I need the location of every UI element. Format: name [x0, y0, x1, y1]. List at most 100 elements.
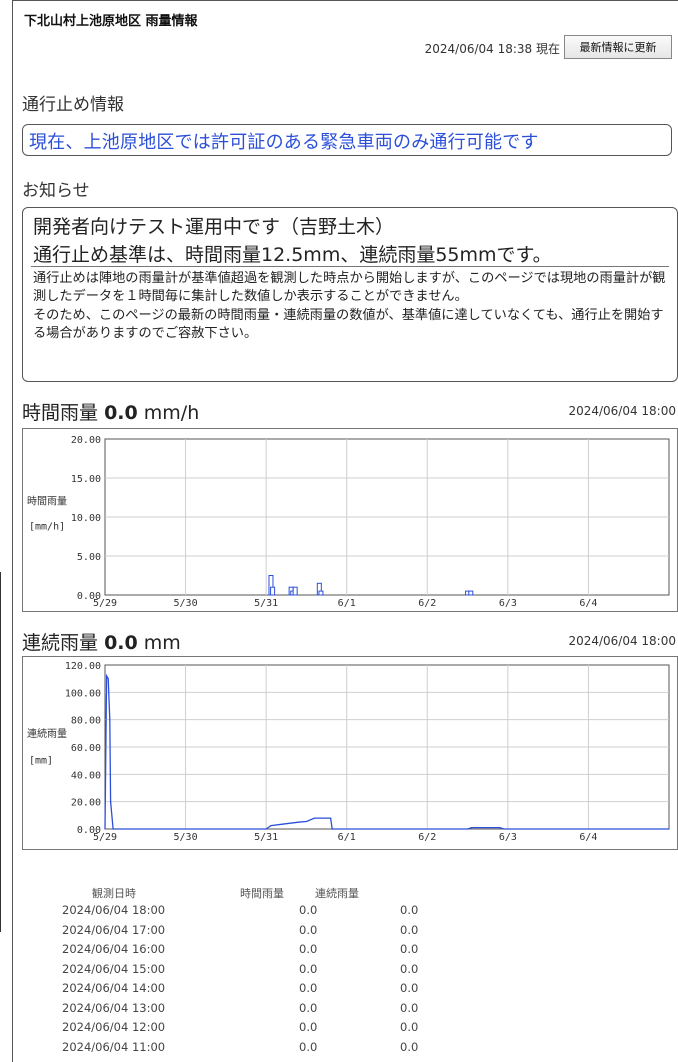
row-cumulative: 0.0: [400, 1039, 419, 1054]
x-tick-label: 6/1: [338, 598, 356, 609]
row-hourly: 0.0: [299, 942, 318, 956]
table-row: 2024/06/04 11:00 0.0 0.0: [50, 1040, 470, 1060]
row-datetime: 2024/06/04 12:00: [62, 1020, 166, 1034]
row-datetime: 2024/06/04 14:00: [62, 981, 166, 995]
y-tick-label: 120.00: [65, 661, 101, 672]
data-point: [471, 827, 473, 829]
hourly-label: 時間雨量: [22, 402, 99, 424]
cumulative-unit: mm: [143, 632, 181, 654]
data-point: [107, 678, 109, 680]
table-header: 観測日時 時間雨量 連続雨量: [50, 885, 470, 905]
hourly-date: 2024/06/04 18:00: [568, 404, 676, 418]
x-tick-label: 5/30: [174, 598, 198, 609]
row-hourly: 0.0: [299, 961, 318, 976]
closure-message: 現在、上池原地区では許可証のある緊急車両のみ通行可能です: [29, 132, 539, 153]
cumulative-date: 2024/06/04 18:00: [568, 634, 676, 648]
row-cumulative: 0.0: [400, 961, 419, 976]
y-tick-label: 80.00: [71, 716, 101, 727]
y-tick-label: 0.00: [77, 825, 101, 836]
row-hourly: 0.0: [299, 1039, 318, 1054]
hourly-value: 0.0: [104, 402, 138, 424]
data-point: [331, 828, 333, 830]
y-tick-label: 10.00: [71, 513, 101, 524]
y-tick-label: 20.00: [71, 435, 101, 446]
data-point: [110, 801, 112, 803]
row-datetime: 2024/06/04 15:00: [62, 961, 166, 976]
y-tick-label: 5.00: [77, 552, 101, 563]
notice-line-2: 通行止め基準は、時間雨量12.5mm、連続雨量55mmです。: [33, 244, 552, 266]
row-hourly: 0.0: [299, 1020, 318, 1034]
table-row: 2024/06/04 13:00 0.0 0.0: [50, 1001, 470, 1021]
table-row: 2024/06/04 12:00 0.0 0.0: [50, 1020, 470, 1040]
row-datetime: 2024/06/04 18:00: [62, 903, 166, 917]
row-datetime: 2024/06/04 13:00: [62, 1000, 166, 1015]
row-hourly: 0.0: [299, 981, 318, 995]
data-point: [281, 823, 283, 825]
y-tick-label: 60.00: [71, 743, 101, 754]
table-row: 2024/06/04 17:00 0.0 0.0: [50, 923, 470, 943]
data-point: [668, 828, 670, 830]
closure-message-box: 現在、上池原地区では許可証のある緊急車両のみ通行可能です: [22, 124, 672, 156]
row-datetime: 2024/06/04 17:00: [62, 922, 166, 937]
rain-bar: [292, 586, 298, 596]
notice-heading: お知らせ: [22, 181, 90, 201]
y-tick-label: 40.00: [71, 770, 101, 781]
header-hourly: 時間雨量: [240, 887, 284, 900]
data-point: [297, 821, 299, 823]
updated-timestamp: 2024/06/04 18:38 現在: [424, 42, 560, 56]
notice-box: 開発者向けテスト運用中です（吉野土木） 通行止め基準は、時間雨量12.5mm、連…: [22, 207, 678, 382]
hourly-chart: 0.00 5.00 10.00 15.00 20.00 5/29 5/30 5/31 6/1 6/…: [27, 435, 670, 609]
data-point: [112, 828, 114, 830]
data-point: [330, 817, 332, 819]
hourly-title: 時間雨量 0.0 mm/h: [22, 398, 199, 425]
rain-bar: [468, 590, 474, 596]
row-cumulative: 0.0: [400, 903, 419, 917]
data-point: [109, 719, 111, 721]
notice-body: 通行止めは陣地の雨量計が基準値超過を観測した時点から開始しますが、このページでは…: [33, 271, 666, 342]
data-point: [270, 824, 272, 827]
page-title: 下北山村上池原地区 雨量情報: [24, 14, 198, 29]
refresh-button[interactable]: 最新情報に更新: [564, 35, 672, 59]
row-hourly: 0.0: [299, 1000, 318, 1015]
x-tick-label: 6/4: [579, 598, 597, 609]
data-point: [499, 827, 501, 829]
table-row: 2024/06/04 16:00 0.0 0.0: [50, 942, 470, 962]
y-axis-label: 時間雨量: [27, 496, 67, 508]
x-tick-label: 5/30: [174, 832, 198, 843]
header-cumulative: 連続雨量: [315, 887, 359, 900]
cumulative-value: 0.0: [104, 632, 138, 654]
x-tick-label: 5/29: [93, 598, 117, 609]
cumulative-chart-frame: 0.00 20.00 40.00 60.00 80.00 100.00 120.00 5/29…: [22, 656, 678, 850]
header-datetime: 観測日時: [92, 887, 136, 900]
y-axis-unit: [mm/h]: [29, 521, 65, 532]
y-axis-unit: [mm]: [29, 755, 53, 766]
x-tick-label: 6/4: [579, 832, 597, 843]
data-point: [265, 828, 267, 830]
data-point: [106, 675, 108, 677]
left-border-mark: [0, 572, 1, 932]
y-tick-label: 20.00: [71, 798, 101, 809]
y-tick-label: 15.00: [71, 474, 101, 485]
y-tick-label: 0.00: [77, 591, 101, 602]
data-point: [313, 817, 316, 819]
row-cumulative: 0.0: [400, 922, 419, 937]
row-datetime: 2024/06/04 11:00: [62, 1039, 166, 1054]
data-point: [503, 828, 505, 830]
rain-bar: [270, 586, 276, 596]
closure-heading: 通行止め情報: [22, 95, 124, 115]
hourly-unit: mm/h: [143, 402, 200, 424]
x-tick-label: 6/3: [499, 832, 517, 843]
x-tick-label: 6/2: [418, 598, 436, 609]
row-cumulative: 0.0: [400, 1000, 419, 1015]
rain-bar: [318, 590, 324, 596]
data-point: [466, 828, 469, 830]
cumulative-title: 連続雨量 0.0 mm: [22, 628, 181, 655]
page-frame: [12, 0, 678, 1062]
x-tick-label: 5/31: [254, 598, 278, 609]
table-row: 2024/06/04 15:00 0.0 0.0: [50, 962, 470, 982]
cumulative-chart: 0.00 20.00 40.00 60.00 80.00 100.00 120.00 5/29…: [27, 661, 670, 843]
row-datetime: 2024/06/04 16:00: [62, 942, 166, 956]
x-tick-label: 5/31: [254, 832, 278, 843]
y-axis-label: 連続雨量: [27, 727, 67, 740]
row-cumulative: 0.0: [400, 1020, 419, 1034]
